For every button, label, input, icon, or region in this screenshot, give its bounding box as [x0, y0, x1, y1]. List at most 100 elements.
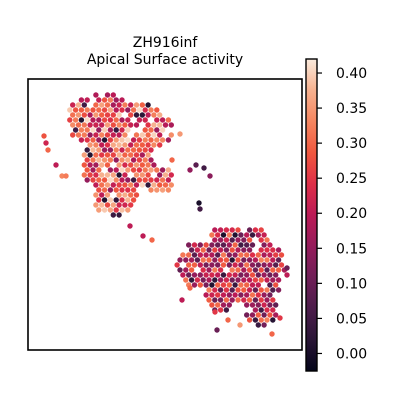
spot [249, 292, 256, 298]
spot [128, 112, 134, 118]
spot [93, 202, 99, 208]
spot [267, 252, 273, 258]
spot [53, 162, 59, 168]
spot [142, 137, 148, 143]
spot [125, 107, 131, 113]
spot [165, 177, 172, 183]
chart-title-line-1: ZH916inf [133, 35, 199, 51]
spot [232, 262, 238, 268]
spot [101, 177, 108, 183]
spot [93, 132, 99, 138]
spot [125, 117, 131, 123]
spot [197, 272, 203, 278]
spot [107, 137, 114, 143]
spot [133, 162, 140, 168]
spot [244, 232, 250, 238]
spot [207, 173, 213, 179]
spot [212, 257, 218, 263]
spot [87, 152, 93, 158]
spot [130, 107, 137, 113]
spot [235, 237, 241, 243]
spot [93, 172, 99, 178]
spot [252, 297, 259, 303]
spot [110, 172, 117, 178]
spot [133, 152, 140, 158]
spot [145, 152, 151, 158]
spot [217, 267, 224, 273]
spot [159, 167, 166, 173]
spot [270, 267, 276, 273]
spot [200, 247, 206, 253]
spot [275, 287, 282, 293]
spot [249, 252, 256, 258]
spot [162, 182, 169, 188]
spot [81, 122, 88, 128]
spot [84, 157, 90, 163]
spot [87, 142, 93, 148]
spot [72, 127, 79, 133]
spot [157, 172, 163, 178]
spot [203, 252, 209, 258]
spot [186, 252, 192, 258]
spot [101, 187, 108, 193]
spot [128, 192, 134, 198]
spot [249, 242, 256, 248]
spot [125, 187, 131, 193]
spot [125, 157, 131, 163]
spot [215, 272, 221, 278]
spot [232, 272, 238, 278]
spot [197, 282, 203, 288]
spot [110, 182, 117, 188]
spot [191, 252, 198, 258]
spot [232, 252, 238, 258]
spot [258, 267, 264, 273]
spot [139, 142, 145, 148]
spot [101, 207, 108, 213]
spot [96, 197, 102, 203]
spot [252, 317, 259, 323]
spot [188, 277, 195, 283]
spot [273, 302, 279, 308]
spot [130, 197, 137, 203]
spot [209, 232, 215, 238]
spot [122, 102, 128, 108]
spot [75, 102, 82, 108]
spot [270, 257, 276, 263]
spot [96, 207, 102, 213]
spots-layer [41, 92, 290, 337]
spot [246, 297, 253, 303]
spot [249, 312, 256, 318]
spot [113, 137, 119, 143]
spot [99, 112, 105, 118]
spot [217, 227, 224, 233]
spot [186, 272, 192, 278]
spot [252, 307, 259, 313]
spot [255, 232, 261, 238]
spot [99, 102, 105, 108]
colorbar-tick-label: 0.20 [336, 206, 367, 222]
spot [229, 297, 235, 303]
spot [145, 112, 151, 118]
spot [217, 287, 224, 293]
spot [154, 107, 160, 113]
spot [128, 152, 134, 158]
spot [264, 277, 270, 283]
spot [186, 262, 192, 268]
colorbar-tick-label: 0.15 [336, 241, 367, 257]
spot [101, 147, 108, 153]
spot [226, 272, 232, 278]
spot [75, 112, 82, 118]
spot [93, 142, 99, 148]
spot [116, 122, 122, 128]
spot [194, 257, 201, 263]
spot [99, 162, 105, 168]
spot [72, 107, 79, 113]
spot [81, 152, 88, 158]
spot [212, 227, 218, 233]
spot [122, 132, 128, 138]
spot [223, 277, 230, 283]
spot [241, 287, 247, 293]
spot [244, 282, 250, 288]
spot [223, 307, 230, 313]
spot [104, 92, 111, 98]
